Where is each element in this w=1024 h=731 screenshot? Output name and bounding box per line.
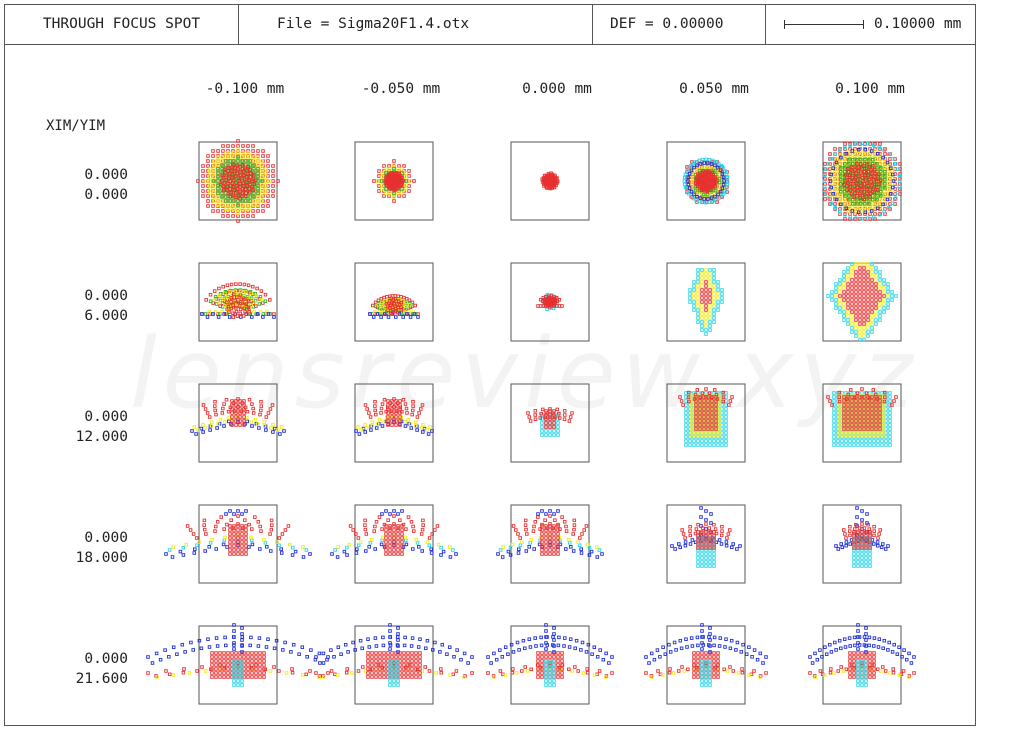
spot-box <box>354 383 434 463</box>
spot-diagram <box>666 383 746 463</box>
spot-diagram <box>644 623 768 705</box>
spot-box <box>666 625 746 705</box>
spot-diagram <box>808 623 916 705</box>
spot-diagram <box>666 141 746 221</box>
spot-box <box>198 504 278 584</box>
scale-indicator: 0.10000 mm <box>766 5 975 44</box>
spot-diagram-frame: THROUGH FOCUS SPOT File = Sigma20F1.4.ot… <box>4 4 976 726</box>
column-label: 0.000 mm <box>522 81 592 97</box>
row-label: 0.000 18.000 <box>58 528 128 568</box>
spot-box <box>510 141 590 221</box>
spot-box <box>666 141 746 221</box>
spot-box <box>510 383 590 463</box>
spot-box <box>666 262 746 342</box>
spot-diagram <box>486 623 614 705</box>
spot-box <box>822 625 902 705</box>
row-label: 0.000 0.000 <box>58 165 128 205</box>
spot-diagram <box>354 262 434 342</box>
row-yim: 0.000 <box>84 187 128 203</box>
spot-diagram <box>666 504 746 584</box>
spot-box <box>822 262 902 342</box>
column-label: 0.050 mm <box>679 81 749 97</box>
spot-diagram <box>822 504 902 584</box>
spot-box <box>198 625 278 705</box>
defocus-value: DEF = 0.00000 <box>593 5 766 44</box>
spot-diagram <box>198 262 278 342</box>
spot-box <box>354 625 434 705</box>
spot-diagram <box>190 383 286 463</box>
spot-diagram <box>354 383 434 463</box>
column-label: -0.100 mm <box>205 81 285 97</box>
row-label: 0.000 6.000 <box>58 286 128 326</box>
diagram-title: THROUGH FOCUS SPOT <box>5 5 239 44</box>
row-xim: 0.000 <box>84 409 128 425</box>
row-xim: 0.000 <box>84 530 128 546</box>
spot-diagram <box>510 383 590 463</box>
spot-box <box>666 504 746 584</box>
spot-box <box>198 383 278 463</box>
spot-diagram <box>666 262 746 342</box>
spot-diagram <box>146 623 330 705</box>
row-xim: 0.000 <box>84 167 128 183</box>
spot-diagram <box>314 623 474 705</box>
spot-diagram <box>822 141 902 221</box>
spot-diagram <box>822 262 902 342</box>
spot-box <box>354 262 434 342</box>
spot-diagram <box>164 504 312 584</box>
row-yim: 6.000 <box>84 308 128 324</box>
column-label: 0.100 mm <box>835 81 905 97</box>
header-bar: THROUGH FOCUS SPOT File = Sigma20F1.4.ot… <box>5 5 975 45</box>
spot-box <box>354 141 434 221</box>
column-label: -0.050 mm <box>361 81 441 97</box>
spot-diagram <box>510 262 590 342</box>
field-axis-label: XIM/YIM <box>46 118 106 134</box>
spot-box <box>666 383 746 463</box>
row-xim: 0.000 <box>84 651 128 667</box>
row-yim: 18.000 <box>75 550 128 566</box>
spot-box <box>822 504 902 584</box>
spot-diagram <box>822 383 902 463</box>
spot-box <box>198 262 278 342</box>
spot-diagram <box>510 141 590 221</box>
spot-box <box>354 504 434 584</box>
row-label: 0.000 12.000 <box>58 407 128 447</box>
row-yim: 21.600 <box>75 671 128 687</box>
spot-box <box>510 625 590 705</box>
row-label: 0.000 21.600 <box>58 649 128 689</box>
spot-diagram <box>354 141 434 221</box>
spot-diagram <box>196 139 280 223</box>
row-xim: 0.000 <box>84 288 128 304</box>
spot-diagram <box>496 504 604 584</box>
spot-box <box>822 383 902 463</box>
row-yim: 12.000 <box>75 429 128 445</box>
scale-value: 0.10000 mm <box>874 16 962 32</box>
spot-diagram <box>330 504 458 584</box>
file-name: File = Sigma20F1.4.otx <box>239 5 593 44</box>
spot-box <box>510 262 590 342</box>
scale-bar <box>784 20 864 29</box>
